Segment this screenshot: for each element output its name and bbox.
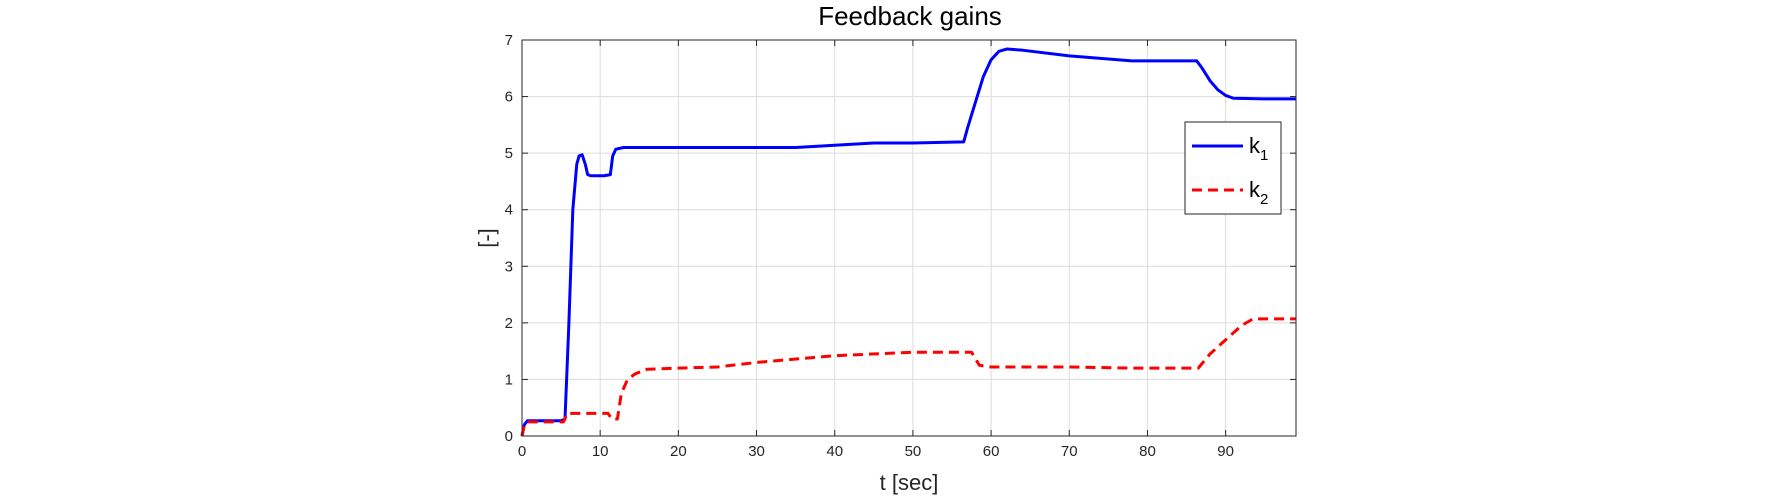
x-tick-label: 30	[748, 443, 765, 460]
y-tick-label: 0	[505, 428, 513, 445]
x-tick-label: 70	[1061, 443, 1078, 460]
legend-k1-sub: 1	[1260, 147, 1268, 164]
x-axis-label: t [sec]	[880, 470, 939, 495]
x-tick-label: 50	[905, 443, 922, 460]
x-tick-label: 0	[518, 443, 526, 460]
y-tick-label: 7	[505, 32, 513, 49]
y-tick-label: 5	[505, 145, 513, 162]
y-tick-label: 6	[505, 89, 513, 106]
x-tick-label: 90	[1217, 443, 1234, 460]
y-tick-label: 1	[505, 371, 513, 388]
y-axis-label: [-]	[474, 228, 499, 248]
x-tick-label: 10	[592, 443, 609, 460]
plot-frame	[521, 39, 1297, 437]
legend-k2-base: k	[1249, 177, 1261, 202]
grid-lines	[522, 40, 1296, 436]
y-tick-label: 4	[505, 202, 513, 219]
y-tick-label: 2	[505, 315, 513, 332]
y-axis-ticks: 0 1 2 3 4 5 6 7	[505, 32, 1296, 445]
legend: k1 k2	[1184, 121, 1282, 215]
y-tick-label: 3	[505, 258, 513, 275]
series-layer	[520, 47, 1296, 437]
legend-k2-label: k2	[1249, 177, 1268, 208]
legend-k1-base: k	[1249, 133, 1261, 158]
x-axis-ticks: 0 10 20 30 40 50 60 70 80 90	[518, 40, 1234, 460]
series-line-k2	[520, 317, 1296, 437]
series-line-k1	[520, 47, 1296, 437]
x-tick-label: 40	[826, 443, 843, 460]
x-tick-label: 80	[1139, 443, 1156, 460]
plot-area	[522, 40, 1296, 436]
chart-title: Feedback gains	[818, 1, 1002, 31]
x-tick-label: 60	[983, 443, 1000, 460]
legend-box	[1184, 121, 1282, 215]
legend-k1-label: k1	[1249, 133, 1268, 164]
legend-k2-sub: 2	[1260, 191, 1268, 208]
x-tick-label: 20	[670, 443, 687, 460]
